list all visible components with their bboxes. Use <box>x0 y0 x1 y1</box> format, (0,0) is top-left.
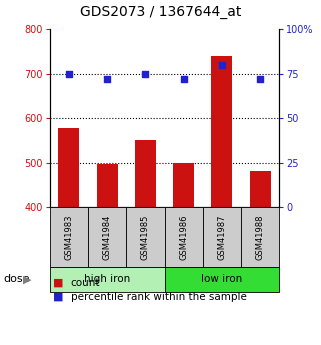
Point <box>257 76 263 82</box>
Point <box>66 71 72 77</box>
Bar <box>164 267 279 292</box>
Text: ■: ■ <box>53 278 64 288</box>
Text: GDS2073 / 1367644_at: GDS2073 / 1367644_at <box>80 5 241 19</box>
Text: GSM41986: GSM41986 <box>179 215 188 260</box>
Text: ▶: ▶ <box>23 275 31 284</box>
Bar <box>250 171 271 207</box>
Text: high iron: high iron <box>84 275 130 284</box>
Bar <box>173 162 194 207</box>
Bar <box>164 207 203 267</box>
Text: percentile rank within the sample: percentile rank within the sample <box>71 292 247 302</box>
Text: GSM41984: GSM41984 <box>103 215 112 260</box>
Bar <box>241 207 279 267</box>
Bar <box>211 56 232 207</box>
Text: ■: ■ <box>53 292 64 302</box>
Bar <box>50 267 164 292</box>
Bar <box>203 207 241 267</box>
Text: GSM41983: GSM41983 <box>65 215 74 260</box>
Point <box>143 71 148 77</box>
Bar <box>97 164 118 207</box>
Point <box>181 76 186 82</box>
Text: low iron: low iron <box>201 275 243 284</box>
Text: GSM41988: GSM41988 <box>256 215 265 260</box>
Bar <box>135 140 156 207</box>
Point <box>105 76 110 82</box>
Point <box>219 62 224 68</box>
Text: GSM41985: GSM41985 <box>141 215 150 260</box>
Text: GSM41987: GSM41987 <box>217 215 226 260</box>
Bar <box>50 207 88 267</box>
Bar <box>126 207 164 267</box>
Bar <box>58 128 79 207</box>
Text: dose: dose <box>3 275 30 284</box>
Text: count: count <box>71 278 100 288</box>
Bar <box>88 207 126 267</box>
